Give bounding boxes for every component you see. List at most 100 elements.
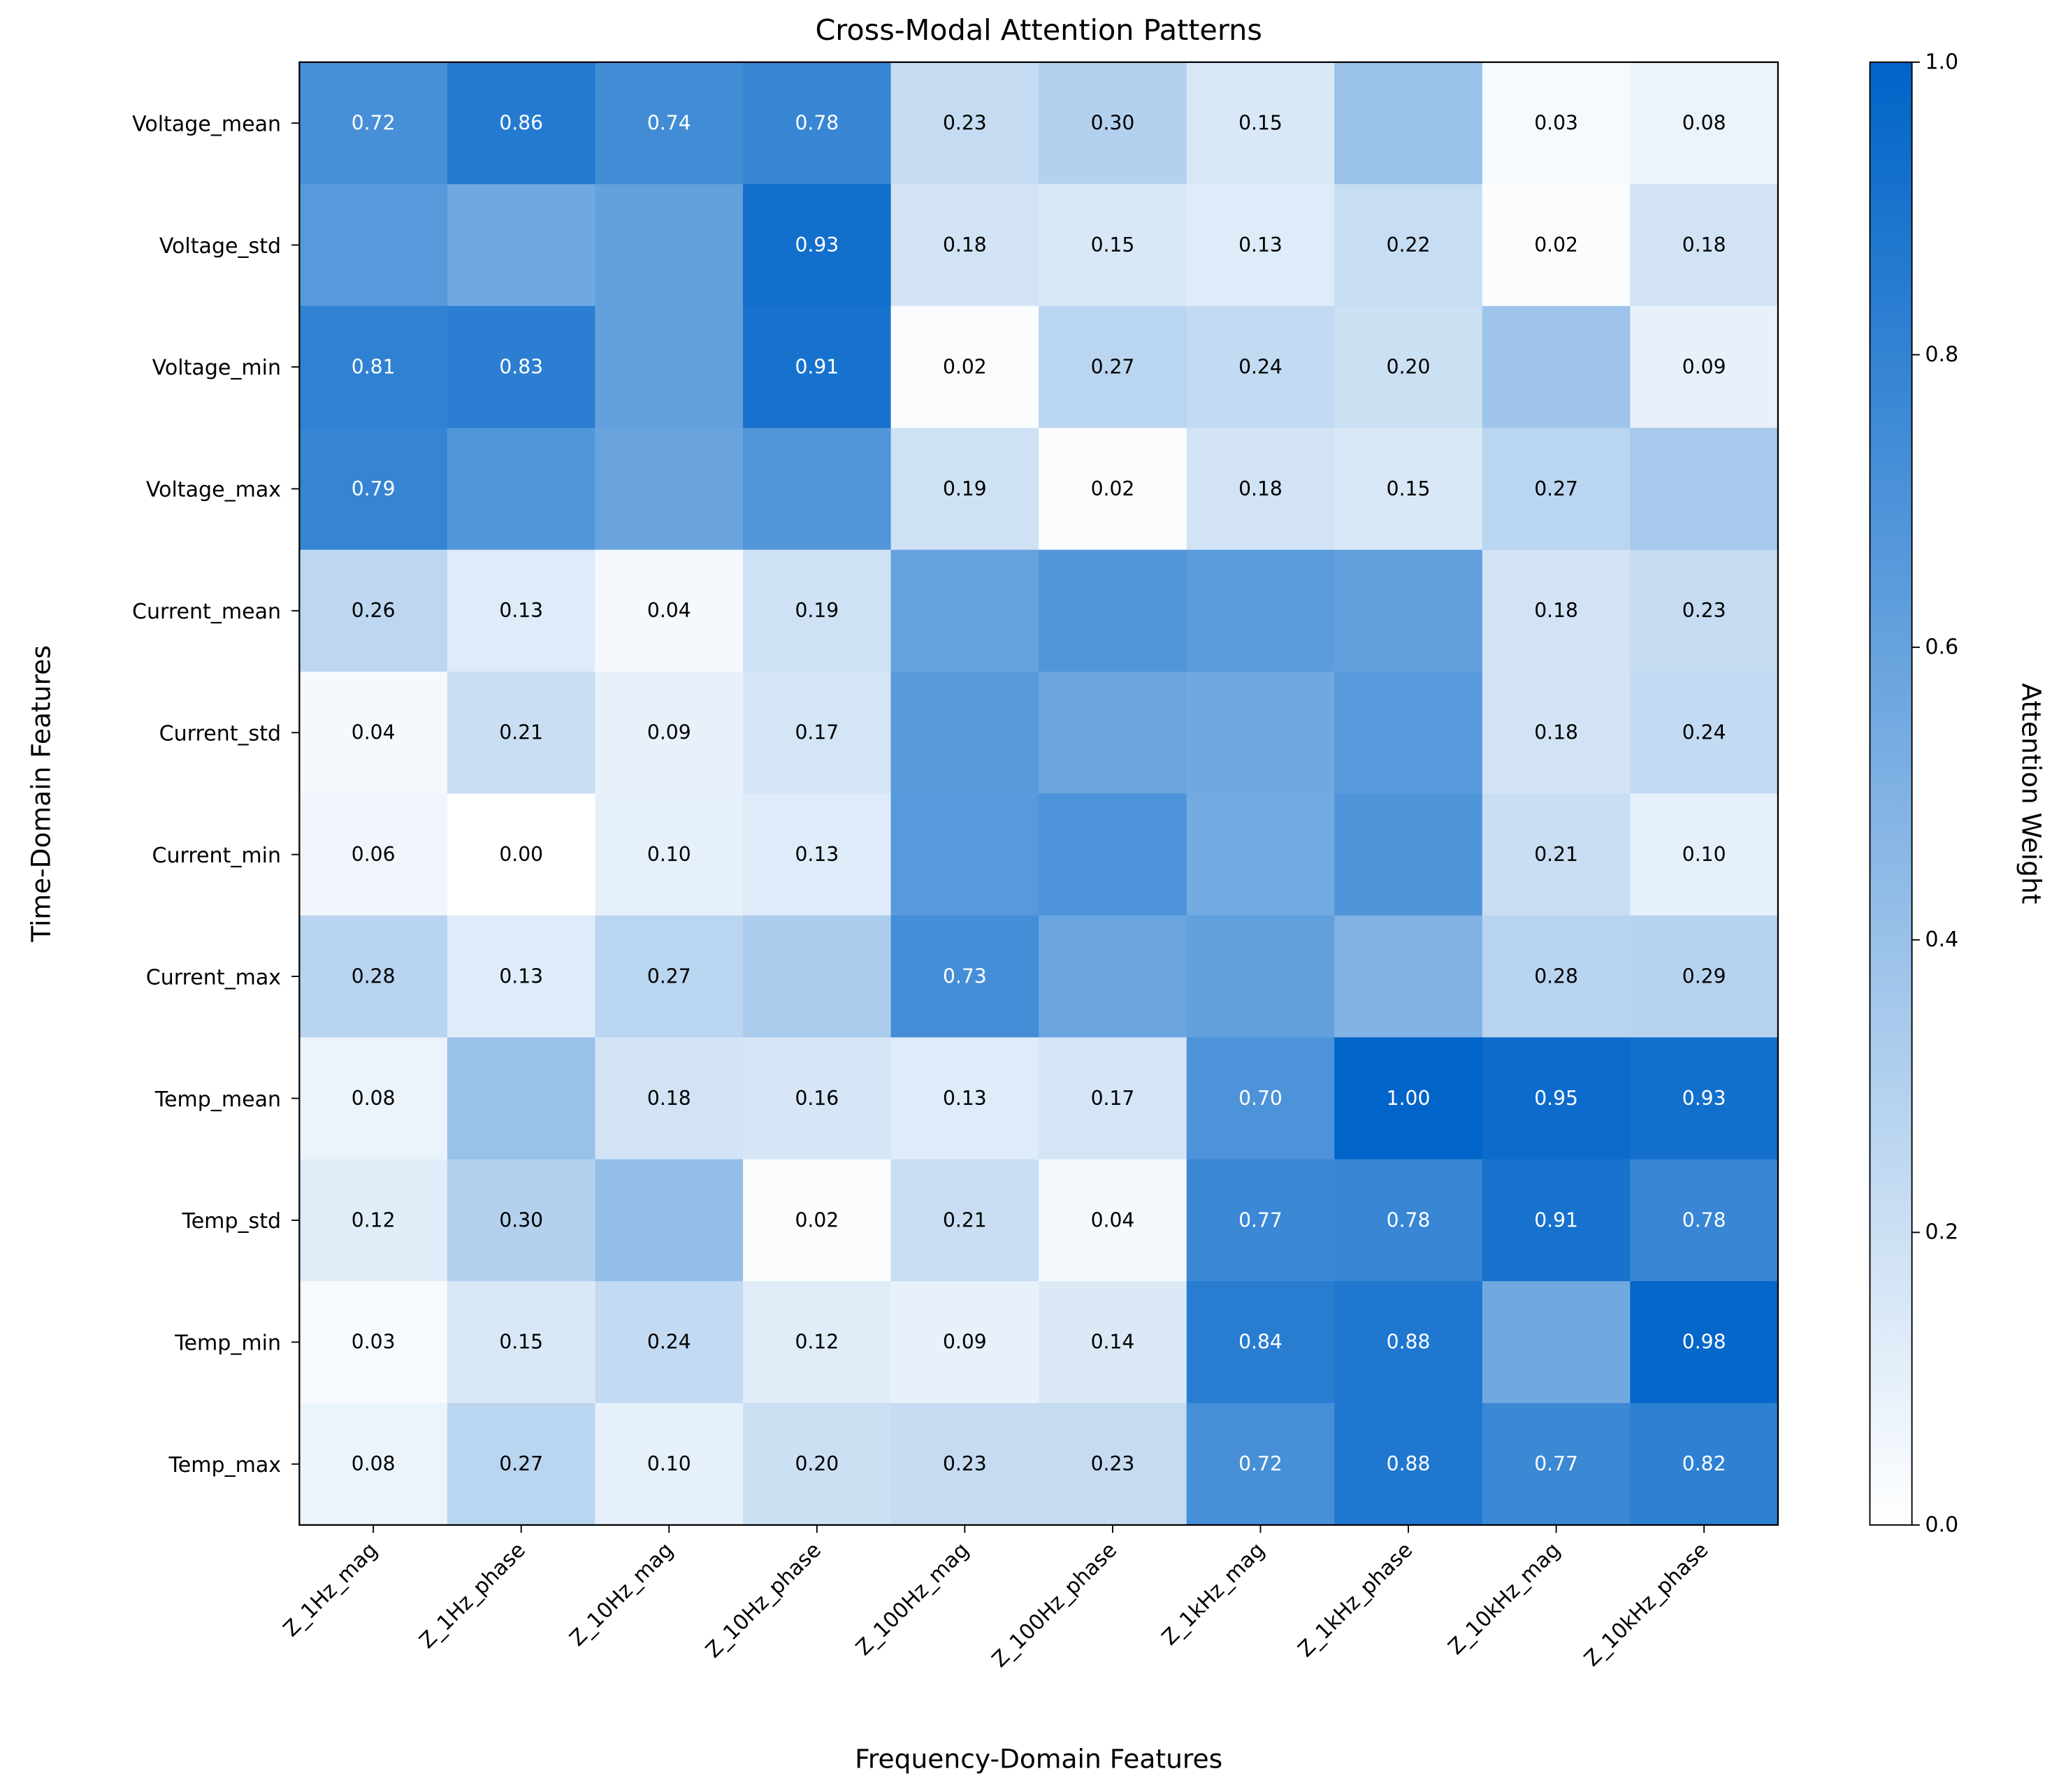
heatmap-cell xyxy=(1630,1159,1779,1282)
heatmap-cell xyxy=(890,793,1040,916)
heatmap-cell xyxy=(595,184,744,307)
heatmap-cell xyxy=(1334,915,1483,1039)
cell-value-label: 0.72 xyxy=(1238,1452,1283,1475)
heatmap-cells: 0.72 0.86 0.74 0.78 0.23 0.30 0.15 0.03 0.08 0.93… xyxy=(299,62,1779,1526)
heatmap-cell xyxy=(743,1281,892,1404)
cell-value-label: 0.79 xyxy=(352,477,396,500)
x-tick-label: Z_10Hz_mag xyxy=(565,1538,679,1651)
colorbar-tick-label: 0.4 xyxy=(1925,927,1958,952)
cell-value-label: 0.88 xyxy=(1387,1331,1431,1354)
cell-value-label: 0.24 xyxy=(647,1331,691,1354)
cell-value-label: 0.13 xyxy=(943,1087,987,1110)
cell-value-label: 0.74 xyxy=(647,112,691,135)
cell-value-label: 0.08 xyxy=(352,1452,396,1475)
heatmap-cell xyxy=(743,1159,892,1282)
heatmap-cell xyxy=(1334,62,1483,185)
heatmap-cell xyxy=(1039,793,1187,916)
heatmap-cell xyxy=(1482,672,1631,795)
cell-value-label: 0.27 xyxy=(647,964,691,988)
cell-value-label: 0.78 xyxy=(795,112,839,135)
heatmap-cell xyxy=(1186,1037,1336,1160)
cell-value-label: 0.02 xyxy=(943,355,987,378)
cell-value-label: 0.88 xyxy=(1387,1452,1431,1475)
heatmap-cell xyxy=(1039,1037,1187,1160)
cell-value-label: 0.28 xyxy=(1534,964,1578,988)
heatmap-cell xyxy=(890,428,1040,551)
heatmap-cell xyxy=(447,1037,596,1160)
cell-value-label: 0.13 xyxy=(499,964,543,988)
heatmap-cell xyxy=(299,793,448,916)
cell-value-label: 0.18 xyxy=(647,1087,691,1110)
heatmap-cell xyxy=(1186,1281,1336,1404)
cell-value-label: 0.13 xyxy=(1238,233,1283,256)
heatmap-cell xyxy=(890,184,1040,307)
cell-value-label: 0.93 xyxy=(1682,1087,1726,1110)
x-tick-label: Z_1Hz_phase xyxy=(415,1538,530,1653)
cell-value-label: 0.13 xyxy=(795,843,839,866)
cell-value-label: 0.16 xyxy=(795,1087,839,1110)
heatmap-cell xyxy=(595,1159,744,1282)
heatmap-cell xyxy=(1482,428,1631,551)
cell-value-label: 0.17 xyxy=(795,721,839,744)
heatmap-cell xyxy=(1482,1037,1631,1160)
heatmap-cell xyxy=(299,305,448,429)
cell-value-label: 0.91 xyxy=(795,355,839,378)
cell-value-label: 0.10 xyxy=(1682,843,1726,866)
heatmap-cell xyxy=(1630,915,1779,1039)
heatmap-cell xyxy=(1630,184,1779,307)
cell-value-label: 0.21 xyxy=(943,1208,987,1231)
heatmap-cell xyxy=(447,672,596,795)
heatmap-cell xyxy=(890,915,1040,1039)
cell-value-label: 0.20 xyxy=(1387,355,1431,378)
cell-value-label: 0.19 xyxy=(943,477,987,500)
heatmap-cell xyxy=(447,305,596,429)
colorbar-tick-label: 0.2 xyxy=(1925,1220,1958,1245)
heatmap-cell xyxy=(1039,428,1187,551)
heatmap-cell xyxy=(743,672,892,795)
cell-value-label: 0.02 xyxy=(1534,233,1578,256)
cell-value-label: 0.10 xyxy=(647,1452,691,1475)
cell-value-label: 0.84 xyxy=(1238,1331,1283,1354)
plot-frame xyxy=(298,61,1779,1526)
cell-value-label: 0.18 xyxy=(1534,599,1578,622)
heatmap-cell xyxy=(1630,1403,1779,1526)
cell-value-label: 0.15 xyxy=(1387,477,1431,500)
heatmap-cell xyxy=(743,1037,892,1160)
x-tick-label: Z_1kHz_phase xyxy=(1294,1538,1418,1662)
cell-value-label: 0.29 xyxy=(1682,964,1726,988)
heatmap-cell xyxy=(1630,1281,1779,1404)
heatmap-cell xyxy=(1334,549,1483,672)
heatmap-cell xyxy=(743,915,892,1039)
cell-value-label: 0.28 xyxy=(352,964,396,988)
heatmap-cell xyxy=(1039,672,1187,795)
cell-value-label: 0.86 xyxy=(499,112,543,135)
y-tick-label: Current_min xyxy=(152,844,282,868)
heatmap-cell xyxy=(299,1403,448,1526)
heatmap-cell xyxy=(1334,793,1483,916)
heatmap-cell xyxy=(1186,62,1336,185)
heatmap-cell xyxy=(1334,1281,1483,1404)
heatmap-cell xyxy=(1482,62,1631,185)
cell-value-label: 0.78 xyxy=(1682,1208,1726,1231)
cell-value-label: 0.21 xyxy=(499,721,543,744)
colorbar-tick-label: 1.0 xyxy=(1925,50,1958,74)
heatmap-cell xyxy=(1039,915,1187,1039)
heatmap-cell xyxy=(447,1281,596,1404)
heatmap-cell xyxy=(299,1159,448,1282)
heatmap-cell xyxy=(890,549,1040,672)
heatmap-cell xyxy=(1186,793,1336,916)
y-tick-label: Current_std xyxy=(159,722,281,746)
cell-value-label: 0.08 xyxy=(352,1087,396,1110)
heatmap-cell xyxy=(1630,62,1779,185)
colorbar-ticks: 0.0 0.2 0.4 0.6 0.8 1.0 xyxy=(1912,50,1958,1537)
heatmap-cell xyxy=(299,549,448,672)
heatmap-cell xyxy=(595,1403,744,1526)
x-tick-label: Z_10kHz_mag xyxy=(1444,1538,1566,1659)
heatmap-cell xyxy=(1186,549,1336,672)
cell-value-label: 0.23 xyxy=(943,1452,987,1475)
cell-value-label: 0.00 xyxy=(499,843,543,866)
heatmap-cell xyxy=(1039,549,1187,672)
cell-value-label: 0.02 xyxy=(1091,477,1135,500)
cell-value-label: 0.03 xyxy=(1534,112,1578,135)
cell-value-label: 0.24 xyxy=(1238,355,1283,378)
